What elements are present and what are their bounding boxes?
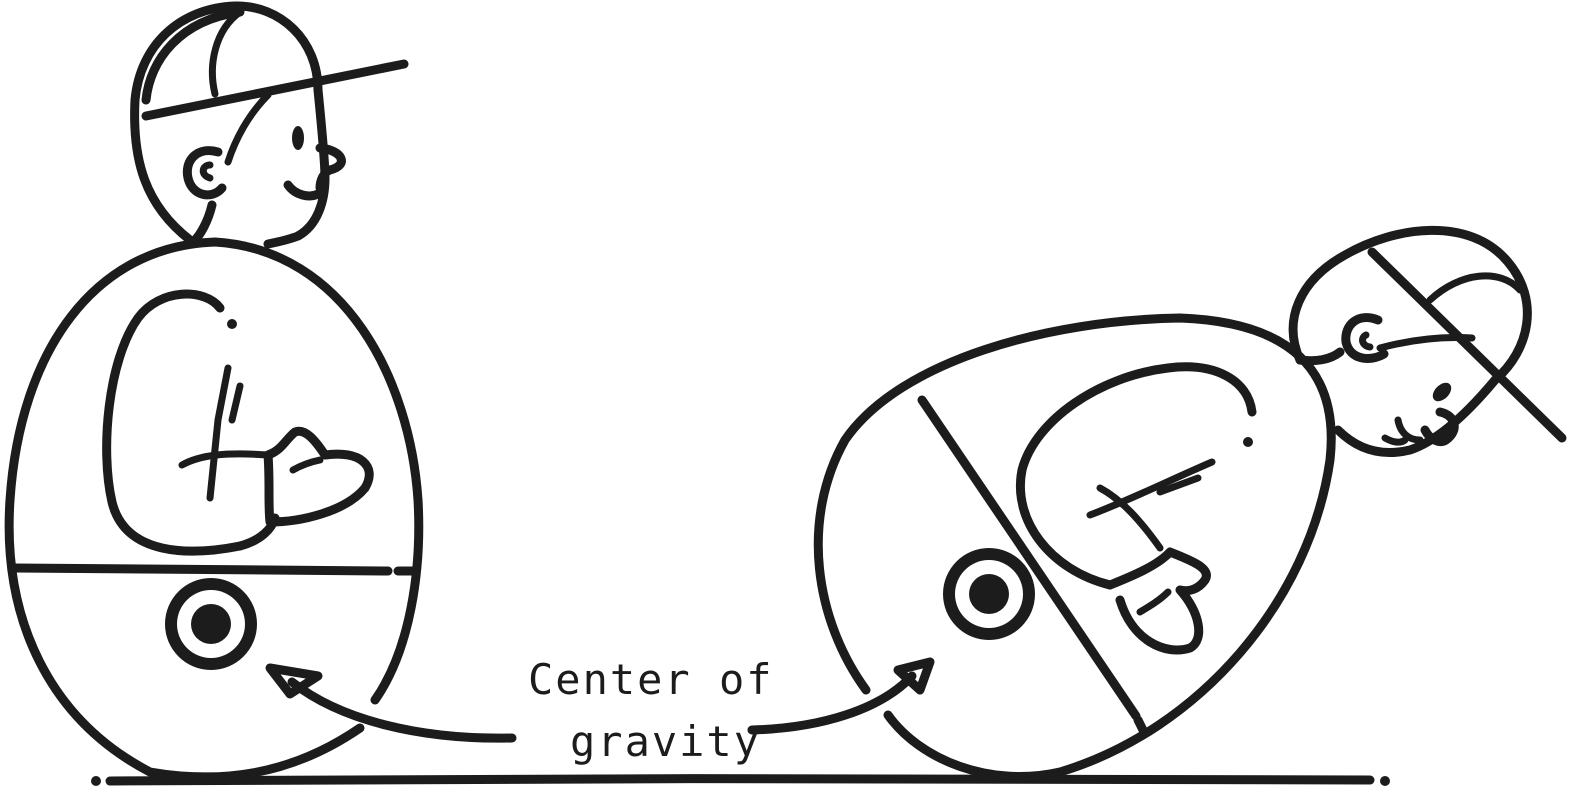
left-arrow-head xyxy=(265,663,323,699)
right-arrow-shaft xyxy=(747,671,917,735)
upright-head xyxy=(130,1,323,245)
upright-arm-outline xyxy=(102,289,280,556)
caption: Center of gravity xyxy=(528,655,774,766)
tilted-hair-line xyxy=(1376,334,1476,352)
upright-division-line xyxy=(9,563,393,576)
tilted-division-line xyxy=(917,395,1141,721)
tilted-sleeve-crease-1 xyxy=(1086,458,1216,519)
tilted-elbow-dot xyxy=(1243,437,1253,447)
tilted-mouth xyxy=(1394,416,1424,444)
tilted-sleeve-crease-2 xyxy=(1156,474,1202,496)
tilted-cuff-line xyxy=(1096,484,1164,552)
ground-endpoint-right xyxy=(1380,776,1390,786)
upright-cap-top xyxy=(141,7,245,105)
upright-ear xyxy=(182,146,227,200)
tilted-division-line-tick xyxy=(1133,715,1149,737)
upright-mouth xyxy=(283,180,323,201)
tilted-ear xyxy=(1341,313,1389,363)
upright-figure xyxy=(4,1,424,782)
tilted-cap-brim xyxy=(1367,247,1567,443)
upright-sleeve-crease-1 xyxy=(206,364,232,502)
upright-elbow-dot xyxy=(227,319,237,329)
tilted-face-profile xyxy=(1333,375,1500,457)
upright-egg-body xyxy=(4,237,424,782)
upright-hand xyxy=(263,426,374,527)
tilted-hand xyxy=(1105,547,1211,655)
upright-face-profile xyxy=(263,85,330,249)
left-arrow-icon xyxy=(265,663,517,743)
tilted-eye xyxy=(1432,382,1452,402)
tilted-thumb-line xyxy=(1136,588,1172,616)
tilted-neck-back xyxy=(1295,347,1345,366)
upright-ear-inner xyxy=(199,161,214,182)
upright-thumb-line xyxy=(289,456,324,474)
tilted-chin-line xyxy=(1381,434,1409,446)
tilted-ear-inner xyxy=(1359,331,1374,351)
tilted-head xyxy=(1288,225,1532,385)
right-arrow-head xyxy=(893,657,935,695)
left-arrow-shaft xyxy=(287,677,517,743)
upright-cuff-line xyxy=(178,450,272,469)
tilted-nose xyxy=(1420,407,1459,447)
tilted-cap-seam xyxy=(1426,272,1524,304)
ground-line xyxy=(105,774,1375,786)
caption-line-2: gravity xyxy=(570,717,761,766)
caption-line-1: Center of xyxy=(528,655,774,704)
tilted-arm-outline xyxy=(1016,362,1257,590)
upright-center-of-gravity-marker-icon xyxy=(165,578,257,670)
upright-cap-brim xyxy=(141,59,409,121)
upright-sleeve-crease-2 xyxy=(228,382,244,424)
ground xyxy=(91,774,1390,786)
tilted-figure xyxy=(813,225,1567,782)
ground-endpoint-left xyxy=(91,776,101,786)
upright-cap-seam xyxy=(209,8,244,98)
tilted-center-of-gravity-marker-icon xyxy=(943,548,1035,640)
right-arrow-icon xyxy=(747,657,935,735)
tilted-egg-body xyxy=(813,313,1336,782)
upright-nose xyxy=(315,143,346,193)
upright-eye xyxy=(292,126,304,150)
upright-neck-back xyxy=(190,200,217,245)
upright-hair-line xyxy=(224,91,272,166)
